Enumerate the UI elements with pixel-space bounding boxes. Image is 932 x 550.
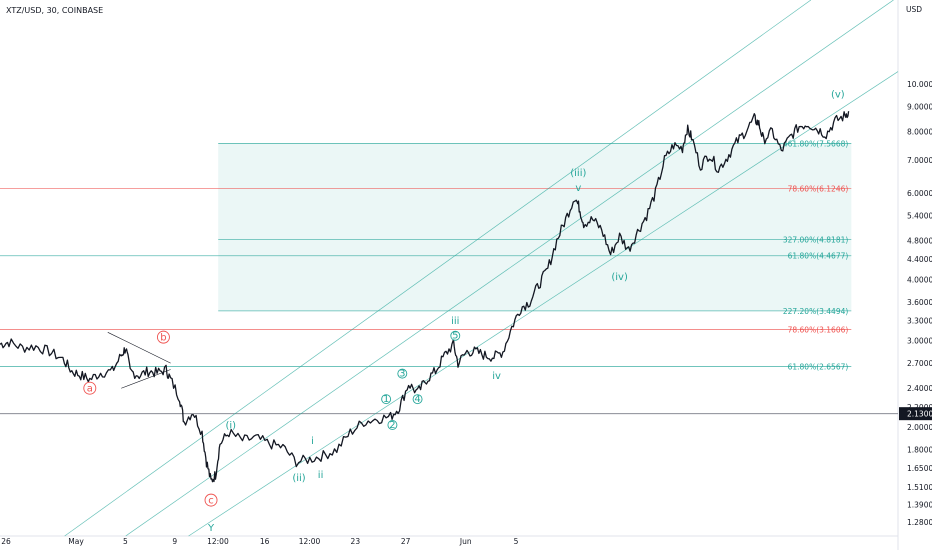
wave-label: Y: [207, 523, 215, 534]
wave-label: b: [160, 333, 166, 344]
fibonacci-zone: [218, 143, 852, 311]
wave-label: v: [575, 183, 581, 194]
fibonacci-levels: 461.80%(7.5668) 78.60%(6.1246) 327.00%(4.8…: [0, 139, 898, 415]
time-tick-label: 16: [260, 537, 270, 546]
current-price-value: 2.1300: [907, 410, 932, 419]
price-tick-label: 2.4000: [907, 384, 932, 393]
wave-label-circle: [412, 394, 423, 405]
price-tick-label: 1.5100: [907, 483, 932, 492]
price-line: [0, 111, 850, 483]
wave-label: (ii): [292, 473, 305, 484]
channel-lower-line: [188, 71, 899, 537]
wave-label: 2: [389, 420, 395, 431]
price-tick-label: 2.7000: [907, 359, 932, 368]
price-tick-label: 5.4000: [907, 211, 932, 220]
price-tick-label: 1.8000: [907, 446, 932, 455]
fib-level-label: 61.80%(4.4677): [788, 252, 849, 261]
fib-level-label: 78.60%(3.1606): [788, 326, 849, 335]
current-price-tag: [899, 407, 932, 421]
wave-label: (i): [225, 420, 236, 431]
price-tick-label: 1.3900: [907, 501, 932, 510]
wave-label-circle: [450, 330, 461, 341]
time-tick-label: May: [68, 537, 84, 546]
fib-level-label: 227.20%(3.4494): [783, 307, 849, 316]
price-tick-label: 3.3000: [907, 316, 932, 325]
wave-label-circle: [204, 493, 218, 507]
time-tick-label: 5: [514, 537, 519, 546]
wave-label-circle: [381, 394, 392, 405]
wave-label-circle: [397, 368, 408, 379]
time-tick-label: Jun: [459, 537, 472, 546]
wave-label: a: [87, 384, 93, 395]
time-tick-label: 5: [123, 537, 128, 546]
price-tick-label: 9.0000: [907, 102, 932, 111]
price-tick-label: 1.6500: [907, 464, 932, 473]
price-tick-label: 3.6000: [907, 298, 932, 307]
price-tick-label: 6.0000: [907, 189, 932, 198]
price-tick-label: 10.0000: [907, 80, 932, 89]
time-tick-label: 12:00: [299, 537, 321, 546]
price-tick-label: 3.0000: [907, 337, 932, 346]
wave-label: i: [311, 436, 314, 447]
fib-level-label: 78.60%(6.1246): [788, 185, 849, 194]
price-tick-label: 8.0000: [907, 128, 932, 137]
price-tick-label: 1.2800: [907, 518, 932, 527]
fib-level-label: 61.80%(2.6567): [788, 363, 849, 372]
wave-label-circle: [83, 381, 97, 395]
wave-label: iv: [492, 371, 501, 382]
fib-level-label: 327.00%(4.8181): [783, 236, 849, 245]
channel-upper-line: [64, 0, 812, 537]
price-tick-label: 4.0000: [907, 275, 932, 284]
price-tick-label: 7.0000: [907, 156, 932, 165]
time-tick-label: 27: [401, 537, 411, 546]
price-axis[interactable]: 10.0000 9.0000 8.0000 7.0000 6.0000 5.4000 4.8…: [899, 80, 932, 527]
wave-label: (iii): [570, 168, 586, 179]
time-tick-label: 9: [172, 537, 177, 546]
wave-label: (v): [831, 89, 845, 100]
trend-channel-lines: [64, 0, 899, 537]
price-tick-label: 4.8000: [907, 236, 932, 245]
currency-label: USD: [906, 5, 922, 14]
time-tick-label: 26: [1, 537, 11, 546]
triangle-upper-line: [107, 332, 171, 364]
wave-label-circle: [156, 330, 170, 344]
price-tick-label: 2.0000: [907, 423, 932, 432]
channel-middle-line: [125, 0, 894, 537]
time-tick-label: 12:00: [207, 537, 229, 546]
wave-label: c: [208, 496, 214, 507]
price-series: [0, 111, 850, 483]
time-axis[interactable]: 26 May 5 9 12:00 16 12:00 23 27 Jun 5: [1, 537, 518, 546]
wave-label: 1: [383, 394, 389, 405]
wave-label: 4: [414, 394, 420, 405]
wave-label: iii: [451, 316, 459, 327]
price-tick-label: 4.4000: [907, 255, 932, 264]
time-tick-label: 23: [351, 537, 361, 546]
wave-label: 3: [399, 368, 405, 379]
fib-level-label: 461.80%(7.5668): [783, 139, 849, 148]
wave-label: ii: [318, 470, 324, 481]
fib-extension-zone: [218, 143, 852, 311]
wave-label-circle: [387, 420, 398, 430]
wave-label: 5: [452, 331, 458, 342]
wave-label: (iv): [611, 272, 628, 283]
chart-title: XTZ/USD, 30, COINBASE: [6, 6, 103, 15]
